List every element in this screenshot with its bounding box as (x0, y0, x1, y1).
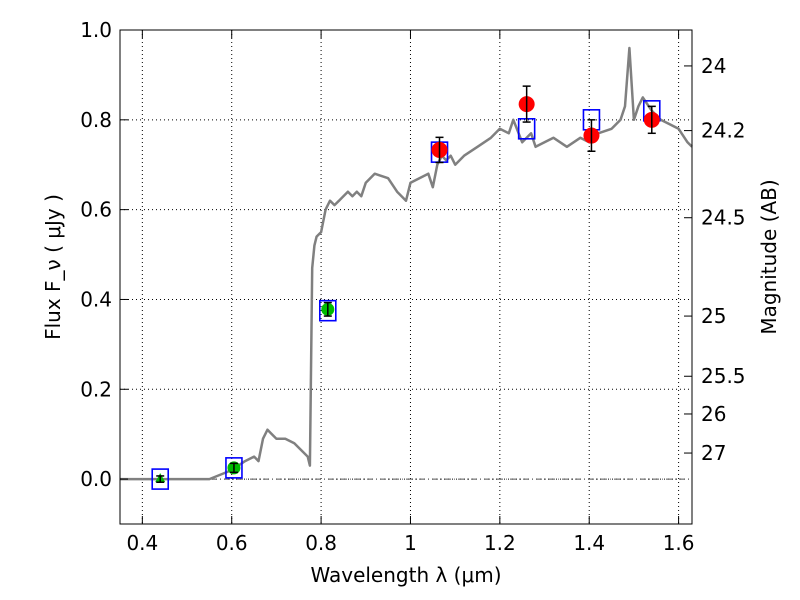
mag-tick-label: 25 (701, 304, 726, 328)
mag-tick-label: 24 (701, 54, 726, 78)
mag-tick-label: 24.5 (701, 206, 746, 230)
axis-ticks (120, 29, 692, 524)
mag-tick-label: 25.5 (701, 364, 746, 388)
x-tick-label: 0.6 (216, 531, 248, 555)
photometry-points (155, 85, 660, 483)
y-axis-label: Flux F_ν ( μJy ) (41, 194, 65, 340)
model-box (225, 457, 243, 479)
photometry-point (643, 105, 660, 135)
photometry-point (227, 461, 241, 475)
y-tick-label: 1.0 (80, 18, 112, 42)
x-tick-label: 1 (404, 531, 417, 555)
x-tick-label: 1.6 (663, 531, 695, 555)
y-tick-label: 0.2 (80, 377, 112, 401)
y-tick-label: 0.8 (80, 108, 112, 132)
mag-tick-label: 27 (701, 441, 726, 465)
plot-frame (119, 29, 693, 525)
photometry-point (321, 301, 335, 317)
mag-tick-label: 24.2 (701, 119, 746, 143)
model-spectrum-line (120, 46, 693, 481)
right-axis-label: Magnitude (AB) (757, 179, 781, 334)
y-tick-label: 0.4 (80, 287, 112, 311)
photometry-point (583, 119, 600, 153)
x-tick-label: 0.8 (305, 531, 337, 555)
photometry-point (431, 136, 448, 164)
x-tick-label: 1.2 (484, 531, 516, 555)
grid-lines (120, 29, 692, 524)
x-tick-label: 0.4 (126, 531, 158, 555)
model-box (151, 468, 170, 490)
x-tick-label: 1.4 (573, 531, 605, 555)
photometry-point (155, 473, 166, 483)
y-tick-label: 0.6 (80, 198, 112, 222)
tick-labels: 0.4 0.6 0.8 1 1.2 1.4 1.6 0.0 0.2 0.4 0.6 0.8 1.0 24 2… (80, 18, 745, 555)
y-tick-label: 0.0 (80, 467, 112, 491)
model-boxes (151, 100, 661, 490)
x-axis-label: Wavelength λ (μm) (310, 563, 501, 587)
photometry-point (518, 85, 535, 123)
mag-tick-label: 26 (701, 402, 726, 426)
model-box (318, 299, 337, 322)
